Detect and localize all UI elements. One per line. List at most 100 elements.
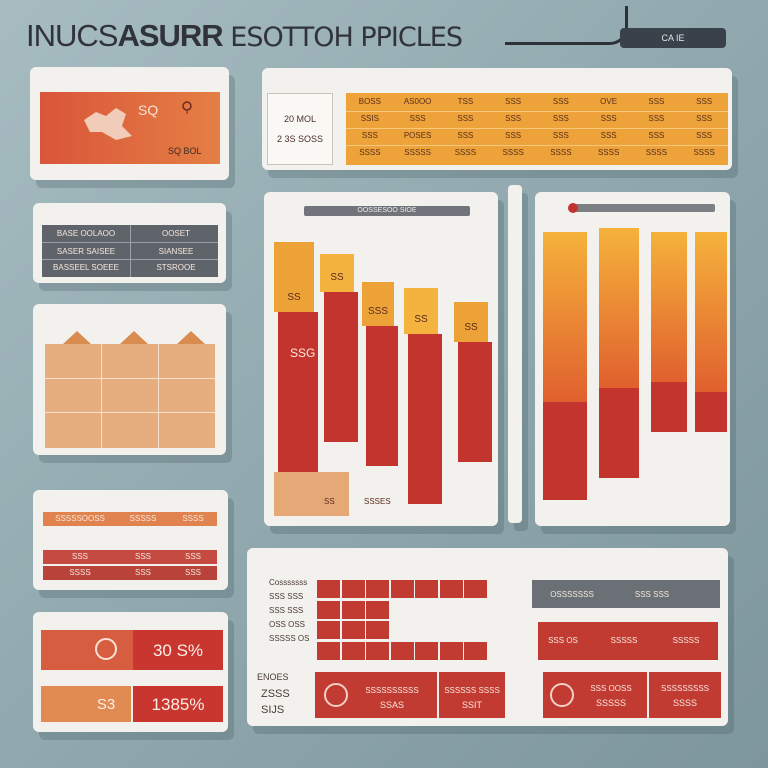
top-table-header-cell: OVE: [600, 97, 618, 106]
action-button-2[interactable]: SSSSSS SSSS SSIT: [439, 672, 505, 718]
bar-base: [543, 402, 587, 500]
bar-label: SS: [464, 322, 478, 333]
top-table-header-cell: AS0OO: [403, 97, 432, 106]
footer-value: ZSSS: [261, 688, 290, 700]
red-grid-cell: [439, 641, 463, 660]
button-sub: SSSS: [672, 698, 697, 708]
top-table-header-cell: BOSS: [358, 97, 381, 106]
small-table-cell: SSSS: [69, 568, 91, 577]
red-grid-cell: [317, 580, 340, 598]
gray-table-cell: SASER SAISEE: [56, 247, 116, 256]
button-label: SSSSSS SSSS: [444, 686, 500, 695]
red-grid-cell: [341, 621, 365, 639]
list-item: Cosssssss: [269, 578, 308, 587]
bar-base: [651, 382, 687, 432]
bar-gradient: [599, 228, 639, 388]
gray-table: BASE OOLAOO OOSET SASER SAISEE SIANSEE B…: [42, 225, 218, 277]
pin-icon: [182, 101, 192, 114]
small-table-header-cell: SSSSS: [129, 514, 157, 523]
action-button-3[interactable]: SSS OOSS SSSSS: [543, 672, 647, 718]
red-grid-cell: [415, 580, 438, 598]
red-grid-cell: [317, 641, 340, 660]
top-table-header-cell: SSS: [505, 97, 522, 106]
top-table-cell: SSS: [552, 131, 569, 140]
top-table-cell: SSS: [505, 131, 522, 140]
red-grid-cell: [415, 641, 438, 660]
table-rule: [346, 145, 728, 146]
action-button-1[interactable]: SSSSSSSSSS SSAS: [315, 672, 437, 718]
table-rule: [346, 111, 728, 112]
bar-base: [695, 392, 727, 432]
bar-label: SS: [414, 314, 428, 325]
red-grid-cell: [464, 580, 487, 598]
top-table-cell: SSSS: [359, 148, 381, 157]
red-grid-cell: [366, 600, 389, 619]
top-table-cell: SSS: [552, 114, 569, 123]
small-table-cell: SSS: [184, 568, 201, 577]
bar-body: [458, 342, 492, 462]
list-item: SSSSS OS: [269, 634, 310, 643]
top-table-cell: SSIS: [360, 114, 379, 123]
small-table-header-cell: SSSS: [182, 514, 204, 523]
bar-gradient: [543, 232, 587, 402]
stat-small-value: S3: [96, 696, 116, 713]
small-table-row: SSSS SSS SSS: [43, 566, 217, 580]
gray-table-cell: STSROOE: [156, 263, 196, 272]
page-title: INUCSASURR ESOTTOH PPICLES: [26, 18, 463, 53]
top-table-cell: SSS: [648, 114, 665, 123]
top-table-cell: SSSS: [693, 148, 715, 157]
action-button-4[interactable]: SSSSSSSSS SSSS: [649, 672, 721, 718]
bar-base: [599, 388, 639, 478]
footer-label: SSSES: [364, 497, 391, 506]
map-card[interactable]: SQ SQ BOL: [30, 67, 229, 180]
small-table-cell: SSS: [134, 568, 151, 577]
stats-icon-block: S3: [41, 686, 131, 722]
stat-block: 1385%: [133, 686, 223, 722]
map-panel: SQ SQ BOL: [40, 92, 220, 164]
top-table-cell: SSSS: [597, 148, 620, 157]
red-grid-cell: [439, 580, 463, 598]
small-table-card: SSSSSOOSS SSSSS SSSS SSS SSS SSS SSSS SS…: [33, 490, 228, 590]
footer-block: [274, 472, 349, 516]
list-item: SSS SSS: [269, 606, 304, 615]
gray-header-cell: OSSSSSSS: [550, 590, 594, 599]
gray-table-card: BASE OOLAOO OOSET SASER SAISEE SIANSEE B…: [33, 203, 226, 283]
red-grid-cell: [366, 641, 389, 660]
stat-block: 30 S%: [133, 630, 223, 670]
bar-top: [454, 302, 488, 342]
bar-label: SSS: [368, 306, 388, 317]
stats-icon-block: [41, 630, 133, 670]
small-table-cell: SSS: [134, 552, 151, 561]
chart-b-card: [535, 192, 730, 526]
button-sub: SSIT: [461, 700, 482, 710]
map-value: SQ: [138, 102, 159, 118]
top-table-cell: SSS: [648, 131, 665, 140]
list-item: OSS OSS: [269, 620, 306, 629]
side-summary-value: 2 3S SOSS: [276, 134, 324, 144]
top-table-cell: SSS: [457, 131, 474, 140]
bar-label: SS: [287, 292, 301, 303]
gray-table-header: BASE OOLAOO: [56, 229, 116, 238]
bar-body: [366, 326, 398, 466]
chart-a-header: OOSSESOO SIOE: [304, 206, 470, 216]
bar-top: [274, 242, 314, 312]
red-grid-cell: [317, 621, 340, 639]
footer-label: ENOES: [257, 672, 289, 682]
button-label: SSSSSSSSSS: [365, 686, 419, 695]
list-item: SSS SSS: [269, 592, 304, 601]
button-sub: SSAS: [379, 700, 404, 710]
title-swoosh-decoration: [505, 6, 628, 45]
top-data-table: BOSS AS0OO TSS SSS SSS OVE SSS SSS SSIS SSS SSS SSS…: [346, 93, 728, 165]
gray-header-cell: SSS SSS: [634, 590, 670, 599]
header-pill-button[interactable]: CA IE: [620, 28, 726, 48]
top-table-cell: SSS: [696, 114, 713, 123]
top-table-header-cell: SSS: [648, 97, 665, 106]
bar-value-label: SSG: [290, 346, 315, 360]
bar-body: [278, 312, 318, 492]
top-table-cell: SSSS: [645, 148, 668, 157]
top-table-cell: SSSSS: [404, 148, 431, 157]
top-table-card: 20 MOL 2 3S SOSS BOSS AS0OO TSS SSS SSS OVE SS…: [262, 68, 732, 170]
red-grid-cell: [366, 580, 389, 598]
top-table-cell: SSS: [696, 131, 713, 140]
